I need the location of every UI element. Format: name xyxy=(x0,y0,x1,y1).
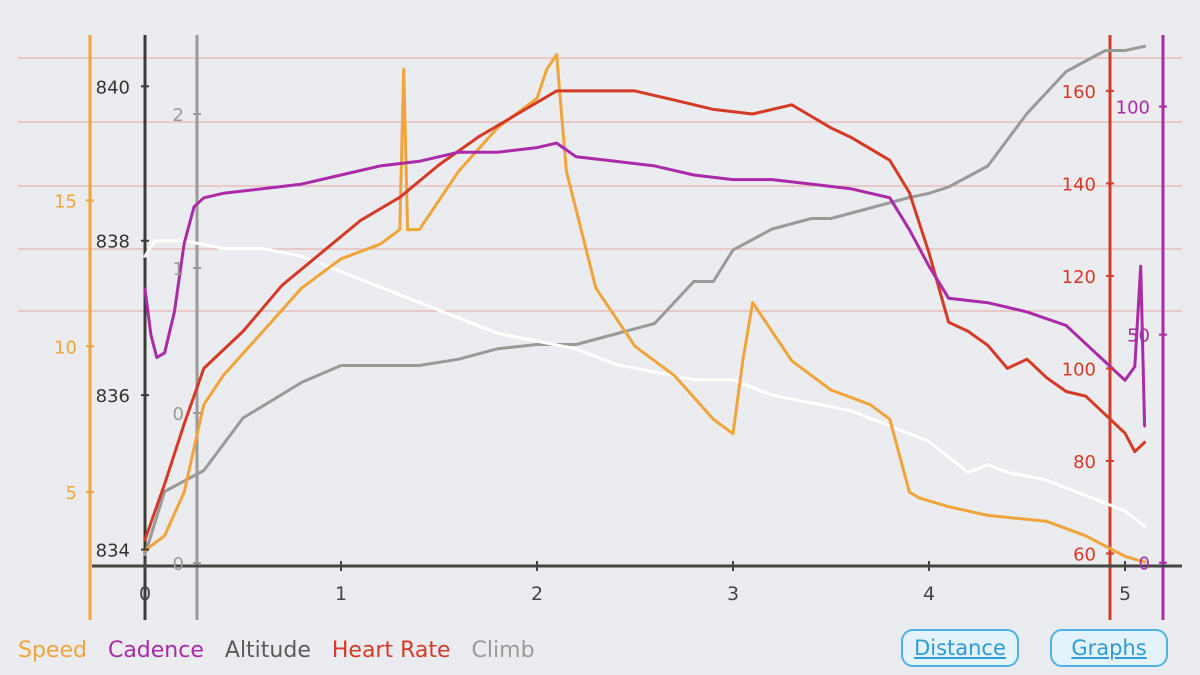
altitude-tick-label: 834 xyxy=(96,541,130,562)
cadence-tick-label: 0 xyxy=(1139,554,1150,575)
cadence-tick-label: 50 xyxy=(1127,326,1150,347)
legend-altitude[interactable]: Altitude xyxy=(224,638,311,663)
series-speed xyxy=(143,53,1147,564)
heart-rate-tick-label: 160 xyxy=(1062,82,1096,103)
legend: Speed Cadence Altitude Heart Rate Climb xyxy=(18,638,549,663)
speed-tick-label: 10 xyxy=(54,337,77,358)
x-tick-label: 0 xyxy=(139,583,151,605)
series-climb xyxy=(143,44,1147,556)
legend-cadence[interactable]: Cadence xyxy=(107,638,204,663)
climb-tick-label: 0 xyxy=(173,404,184,425)
heart-rate-tick-label: 140 xyxy=(1062,174,1096,195)
altitude-tick-label: 838 xyxy=(96,232,130,253)
multi-axis-line-chart: 0 1 2 3 4 5 834 836 838 840 0 0 1 2 5 10 15 60 80 100 120 140… xyxy=(18,35,1182,620)
heart-rate-tick-label: 80 xyxy=(1073,452,1096,473)
speed-tick-label: 5 xyxy=(66,483,77,504)
distance-button[interactable]: Distance xyxy=(901,629,1019,667)
climb-tick-label: 1 xyxy=(173,259,184,280)
legend-heart-rate[interactable]: Heart Rate xyxy=(331,638,451,663)
axes xyxy=(88,35,1182,620)
altitude-tick-label: 840 xyxy=(96,77,130,98)
gridlines xyxy=(18,57,1182,312)
x-tick-label: 4 xyxy=(923,583,935,605)
series-cadence xyxy=(143,141,1147,428)
series-altitude xyxy=(143,239,1147,528)
x-tick-label: 3 xyxy=(727,583,739,605)
heart-rate-tick-label: 60 xyxy=(1073,544,1096,565)
series-heart-rate xyxy=(143,89,1147,542)
altitude-tick-label: 836 xyxy=(96,386,130,407)
heart-rate-tick-label: 100 xyxy=(1062,359,1096,380)
x-tick-label: 2 xyxy=(531,583,543,605)
x-tick-label: 5 xyxy=(1119,583,1131,605)
climb-tick-label: 0 xyxy=(173,554,184,575)
legend-speed[interactable]: Speed xyxy=(18,638,87,663)
speed-tick-label: 15 xyxy=(54,191,77,212)
legend-climb[interactable]: Climb xyxy=(471,638,535,663)
tick-labels: 0 1 2 3 4 5 834 836 838 840 0 0 1 2 5 10 15 60 80 100 120 140… xyxy=(54,77,1167,605)
series-lines xyxy=(143,44,1147,564)
graphs-button[interactable]: Graphs xyxy=(1050,629,1168,667)
x-tick-label: 1 xyxy=(335,583,347,605)
cadence-tick-label: 100 xyxy=(1116,98,1150,119)
climb-tick-label: 2 xyxy=(173,105,184,126)
heart-rate-tick-label: 120 xyxy=(1062,267,1096,288)
